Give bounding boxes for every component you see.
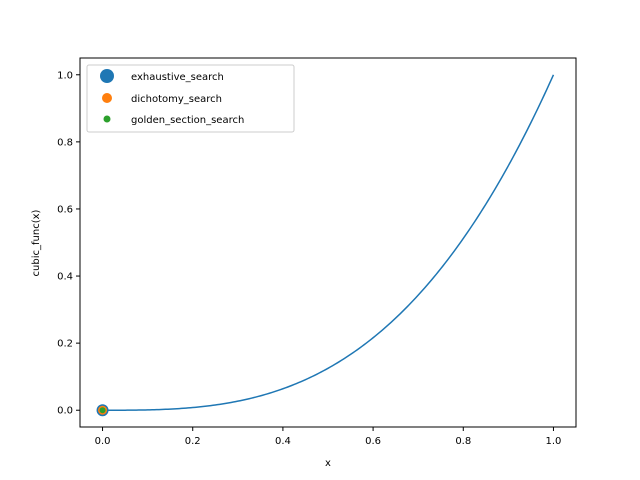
legend-marker-exhaustive-search (100, 69, 114, 83)
curve-layer (102, 74, 555, 411)
x-tick-label: 0.4 (275, 436, 291, 447)
y-axis-label: cubic_func(x) (31, 209, 42, 276)
legend: exhaustive_search dichotomy_search golde… (86, 64, 295, 133)
cubic-curve (102, 74, 555, 411)
legend-marker-golden-section-search (103, 115, 111, 123)
y-tick-label: 1.0 (57, 70, 73, 81)
x-tick-label: 0.6 (365, 436, 381, 447)
y-axis-ticks: 0.0 0.2 0.4 0.6 0.8 1.0 (57, 70, 80, 417)
x-axis-ticks: 0.0 0.2 0.4 0.6 0.8 1.0 (95, 427, 562, 447)
y-tick-label: 0.6 (57, 204, 73, 215)
y-tick-label: 0.8 (57, 137, 73, 148)
point-golden-section-search (99, 407, 106, 414)
axes-frame (79, 57, 577, 428)
x-tick-label: 0.8 (455, 436, 471, 447)
legend-label-exhaustive-search: exhaustive_search (131, 72, 224, 83)
legend-box (86, 64, 295, 133)
y-tick-label: 0.4 (57, 272, 73, 283)
y-tick-label: 0.0 (57, 406, 73, 417)
legend-marker-dichotomy-search (102, 93, 112, 103)
x-tick-label: 1.0 (546, 436, 562, 447)
x-tick-label: 0.0 (95, 436, 111, 447)
x-axis-label: x (325, 458, 331, 469)
x-tick-label: 0.2 (185, 436, 201, 447)
legend-label-dichotomy-search: dichotomy_search (131, 94, 222, 105)
points-layer (96, 404, 109, 417)
y-tick-label: 0.2 (57, 339, 73, 350)
legend-label-golden-section-search: golden_section_search (131, 115, 244, 126)
